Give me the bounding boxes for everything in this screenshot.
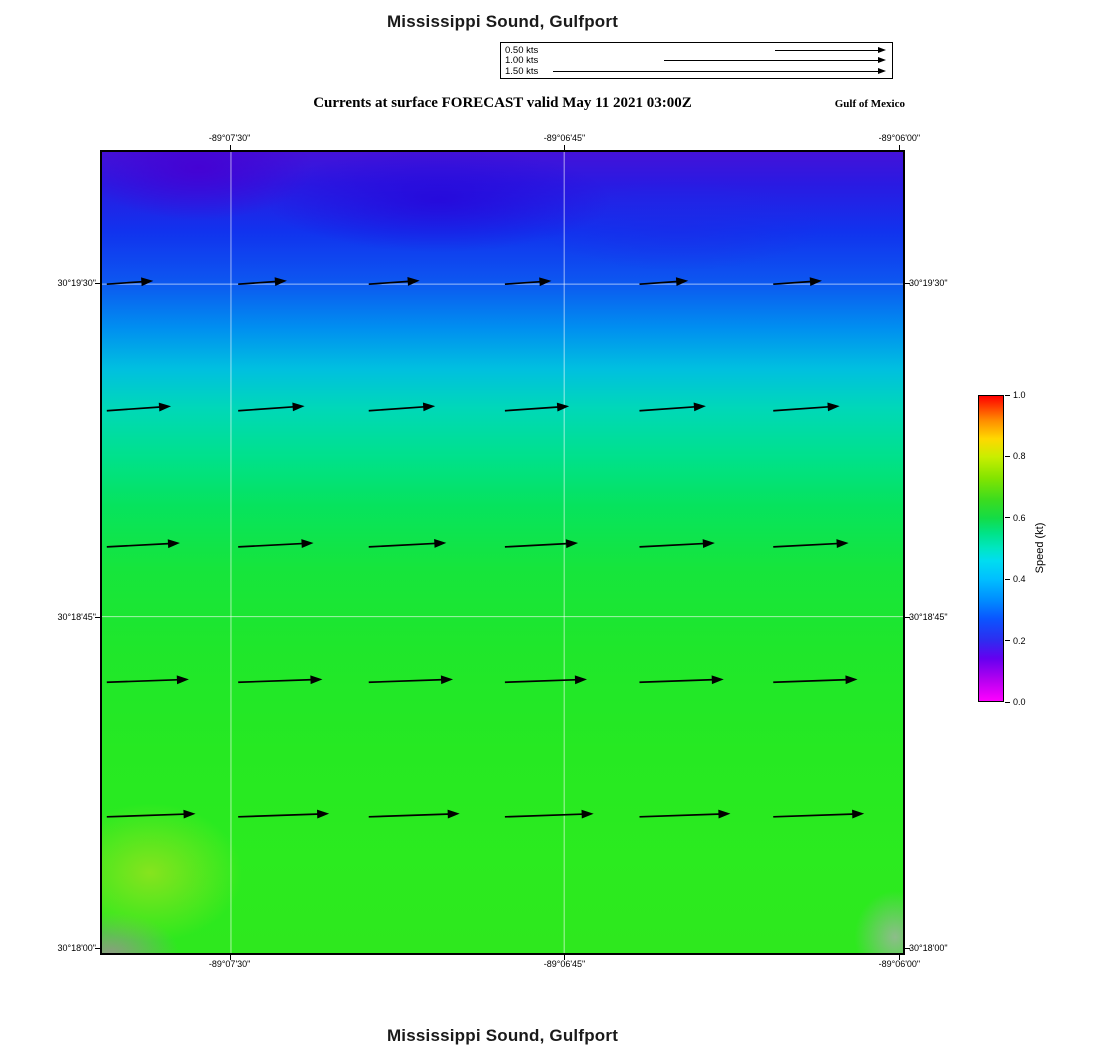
latitude-tick-label: 30°18'00" [909, 942, 948, 953]
y-axis-labels-right: 30°19'30" 30°18'45" 30°18'00" [909, 150, 1009, 955]
map-area [100, 150, 905, 955]
axis-tick [229, 145, 231, 150]
latitude-tick-label: 30°19'30" [57, 277, 96, 288]
longitude-tick-label: -89°06'45" [543, 133, 586, 143]
axis-tick [905, 616, 910, 618]
axis-tick [564, 145, 566, 150]
colorbar-label: Speed (kt) [1034, 522, 1046, 574]
speed-field [102, 152, 903, 953]
speed-scale-legend: 0.50 kts 1.00 kts 1.50 kts [500, 42, 893, 79]
axis-tick [95, 616, 100, 618]
axis-tick [905, 947, 910, 949]
legend-row: 0.50 kts [505, 45, 886, 56]
longitude-tick-label: -89°07'30" [208, 959, 251, 969]
scale-arrow-icon [775, 46, 886, 55]
colorbar-tick-label: 0.4 [1005, 574, 1026, 584]
axis-tick [564, 955, 566, 960]
legend-label: 1.50 kts [505, 65, 539, 77]
region-label: Gulf of Mexico [834, 98, 905, 110]
axis-tick [95, 947, 100, 949]
longitude-tick-label: -89°06'45" [543, 959, 586, 969]
colorbar: 1.0 0.8 0.6 0.4 0.2 0.0 Speed (kt) [978, 390, 1098, 707]
legend-label: 0.50 kts [505, 45, 539, 56]
axis-tick [899, 145, 901, 150]
colorbar-tick-label: 1.0 [1005, 390, 1026, 400]
longitude-tick-label: -89°06'00" [878, 133, 921, 143]
y-axis-labels-left: 30°19'30" 30°18'45" 30°18'00" [0, 150, 96, 955]
latitude-tick-label: 30°18'45" [57, 611, 96, 622]
colorbar-ticks: 1.0 0.8 0.6 0.4 0.2 0.0 [1005, 390, 1050, 707]
colorbar-tick-label: 0.0 [1005, 697, 1026, 707]
axis-tick [95, 282, 100, 284]
latitude-tick-label: 30°18'45" [909, 611, 948, 622]
colorbar-tick-label: 0.2 [1005, 636, 1026, 646]
current-vectors [102, 152, 903, 953]
latitude-tick-label: 30°19'30" [909, 277, 948, 288]
axis-tick [229, 955, 231, 960]
legend-row: 1.50 kts [505, 65, 886, 77]
forecast-valid-time: Currents at surface FORECAST valid May 1… [313, 95, 692, 111]
scale-arrow-icon [553, 67, 886, 76]
latitude-tick-label: 30°18'00" [57, 942, 96, 953]
page-title-top: Mississippi Sound, Gulfport [386, 12, 619, 31]
scale-arrow-icon [664, 56, 886, 65]
axis-tick [899, 955, 901, 960]
legend-row: 1.00 kts [505, 55, 886, 67]
colorbar-tick-label: 0.6 [1005, 513, 1026, 523]
longitude-tick-label: -89°06'00" [878, 959, 921, 969]
x-axis-labels-bottom: -89°07'30" -89°06'45" -89°06'00" [100, 959, 920, 971]
colorbar-tick-label: 0.8 [1005, 451, 1026, 461]
colorbar-gradient [978, 395, 1004, 702]
x-axis-labels-top: -89°07'30" -89°06'45" -89°06'00" [100, 133, 920, 145]
axis-tick [905, 282, 910, 284]
longitude-tick-label: -89°07'30" [208, 133, 251, 143]
page-title-bottom: Mississippi Sound, Gulfport [386, 1026, 619, 1045]
legend-label: 1.00 kts [505, 55, 539, 67]
